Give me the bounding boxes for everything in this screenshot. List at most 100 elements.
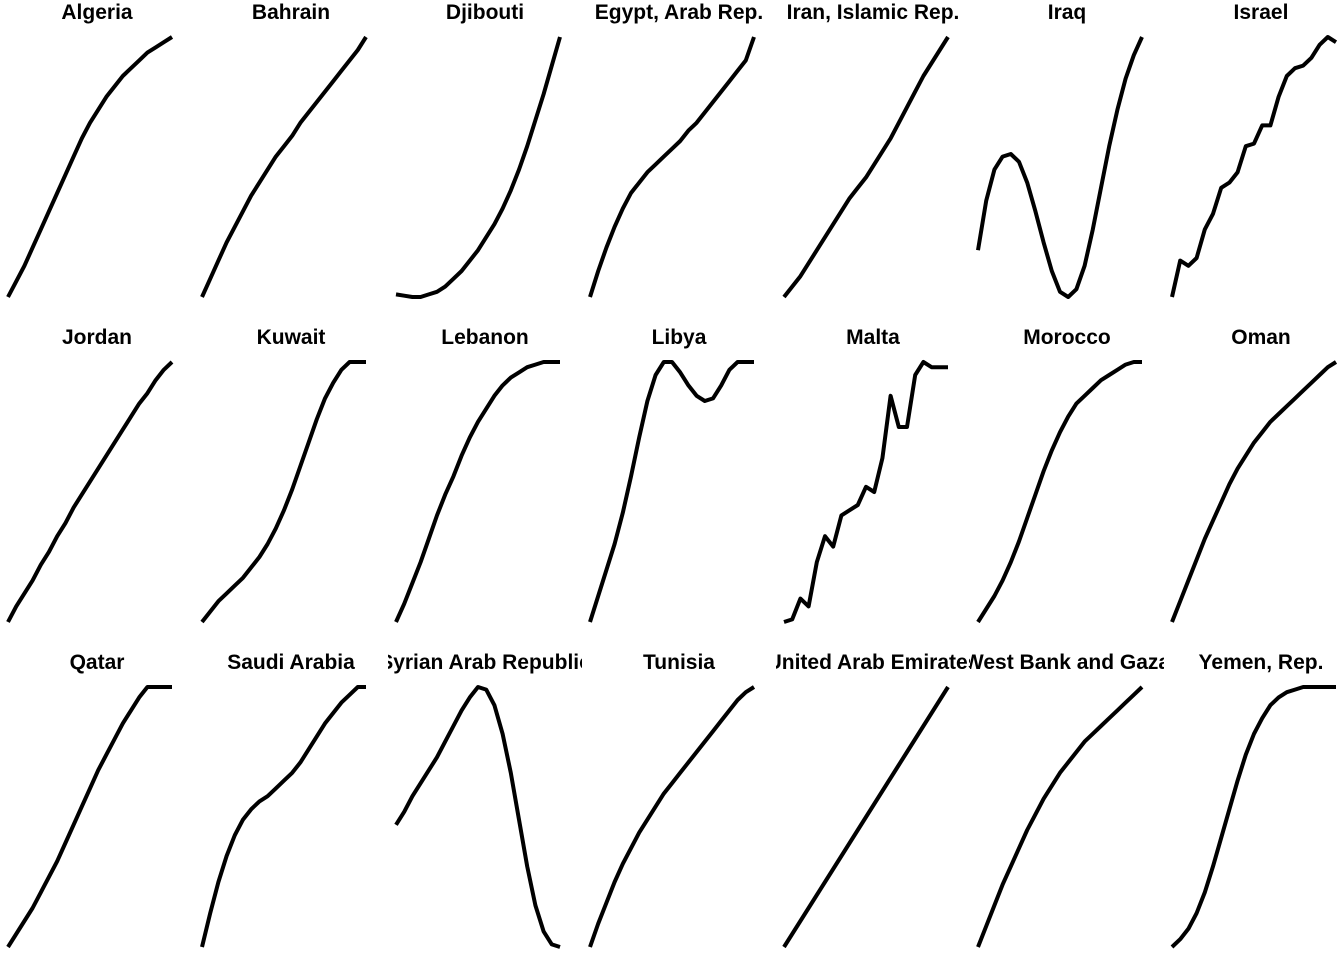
panel-title-text: Qatar [0, 650, 194, 676]
panel-plot [776, 0, 970, 325]
panel-jordan: Jordan [0, 325, 194, 650]
panel-united-arab-emirates: United Arab Emirates [776, 650, 970, 975]
panel-title: Egypt, Arab Rep. [582, 0, 776, 26]
series-line [396, 37, 560, 297]
panel-title-text: Morocco [970, 325, 1164, 351]
panel-plot [776, 650, 970, 975]
panel-djibouti: Djibouti [388, 0, 582, 325]
panel-title-text: Yemen, Rep. [1164, 650, 1344, 676]
series-line [784, 37, 948, 297]
series-line [590, 362, 754, 622]
panel-plot [582, 650, 776, 975]
panel-plot [194, 0, 388, 325]
series-line [1172, 37, 1336, 297]
panel-title-text: Djibouti [388, 0, 582, 26]
series-line [202, 37, 366, 297]
panel-title-text: Saudi Arabia [194, 650, 388, 676]
panel-title-text: West Bank and Gaza [970, 650, 1164, 676]
panel-title: West Bank and Gaza [970, 650, 1164, 676]
panel-west-bank-and-gaza: West Bank and Gaza [970, 650, 1164, 975]
panel-title: Kuwait [194, 325, 388, 351]
panel-title: Tunisia [582, 650, 776, 676]
panel-title-text: Bahrain [194, 0, 388, 26]
panel-qatar: Qatar [0, 650, 194, 975]
panel-title-text: Iraq [970, 0, 1164, 26]
panel-iran-islamic-rep-: Iran, Islamic Rep. [776, 0, 970, 325]
panel-algeria: Algeria [0, 0, 194, 325]
panel-plot [970, 0, 1164, 325]
panel-libya: Libya [582, 325, 776, 650]
series-line [590, 687, 754, 947]
panel-title: Algeria [0, 0, 194, 26]
panel-plot [582, 0, 776, 325]
panel-title-text: Algeria [0, 0, 194, 26]
panel-title: Saudi Arabia [194, 650, 388, 676]
panel-title: Libya [582, 325, 776, 351]
panel-plot [388, 650, 582, 975]
series-line [1172, 362, 1336, 622]
panel-plot [194, 325, 388, 650]
panel-title-text: Syrian Arab Republic [388, 650, 582, 676]
panel-plot [0, 0, 194, 325]
panel-kuwait: Kuwait [194, 325, 388, 650]
panel-title: United Arab Emirates [776, 650, 970, 676]
panel-iraq: Iraq [970, 0, 1164, 325]
panel-lebanon: Lebanon [388, 325, 582, 650]
panel-title: Djibouti [388, 0, 582, 26]
panel-title: Oman [1164, 325, 1344, 351]
panel-egypt-arab-rep-: Egypt, Arab Rep. [582, 0, 776, 325]
series-line [978, 362, 1142, 622]
panel-oman: Oman [1164, 325, 1344, 650]
panel-plot [0, 650, 194, 975]
panel-malta: Malta [776, 325, 970, 650]
panel-title-text: Egypt, Arab Rep. [582, 0, 776, 26]
panel-plot [582, 325, 776, 650]
panel-title: Qatar [0, 650, 194, 676]
series-line [396, 687, 560, 947]
panel-plot [970, 325, 1164, 650]
series-line [978, 687, 1142, 947]
panel-title: Jordan [0, 325, 194, 351]
series-line [202, 362, 366, 622]
series-line [8, 687, 172, 947]
series-line [590, 37, 754, 297]
panel-title-text: Lebanon [388, 325, 582, 351]
panel-plot [1164, 325, 1344, 650]
panel-israel: Israel [1164, 0, 1344, 325]
panel-title: Israel [1164, 0, 1344, 26]
panel-title-text: Oman [1164, 325, 1344, 351]
panel-title-text: United Arab Emirates [776, 650, 970, 676]
panel-title: Malta [776, 325, 970, 351]
series-line [8, 37, 172, 297]
panel-title: Lebanon [388, 325, 582, 351]
series-line [396, 362, 560, 622]
panel-morocco: Morocco [970, 325, 1164, 650]
series-line [784, 687, 948, 947]
panel-title-text: Malta [776, 325, 970, 351]
panel-yemen-rep-: Yemen, Rep. [1164, 650, 1344, 975]
panel-title-text: Iran, Islamic Rep. [776, 0, 970, 26]
series-line [784, 362, 948, 622]
series-line [1172, 687, 1336, 947]
panel-title: Iran, Islamic Rep. [776, 0, 970, 26]
panel-saudi-arabia: Saudi Arabia [194, 650, 388, 975]
panel-plot [970, 650, 1164, 975]
panel-plot [1164, 650, 1344, 975]
panel-plot [194, 650, 388, 975]
series-line [202, 687, 366, 947]
series-line [8, 362, 172, 622]
panel-plot [388, 325, 582, 650]
panel-plot [776, 325, 970, 650]
panel-title-text: Tunisia [582, 650, 776, 676]
panel-title-text: Jordan [0, 325, 194, 351]
panel-title: Iraq [970, 0, 1164, 26]
panel-title-text: Kuwait [194, 325, 388, 351]
panel-plot [1164, 0, 1344, 325]
panel-plot [0, 325, 194, 650]
panel-title: Yemen, Rep. [1164, 650, 1344, 676]
panel-title-text: Libya [582, 325, 776, 351]
panel-syrian-arab-republic: Syrian Arab Republic [388, 650, 582, 975]
panel-title: Syrian Arab Republic [388, 650, 582, 676]
series-line [978, 37, 1142, 297]
